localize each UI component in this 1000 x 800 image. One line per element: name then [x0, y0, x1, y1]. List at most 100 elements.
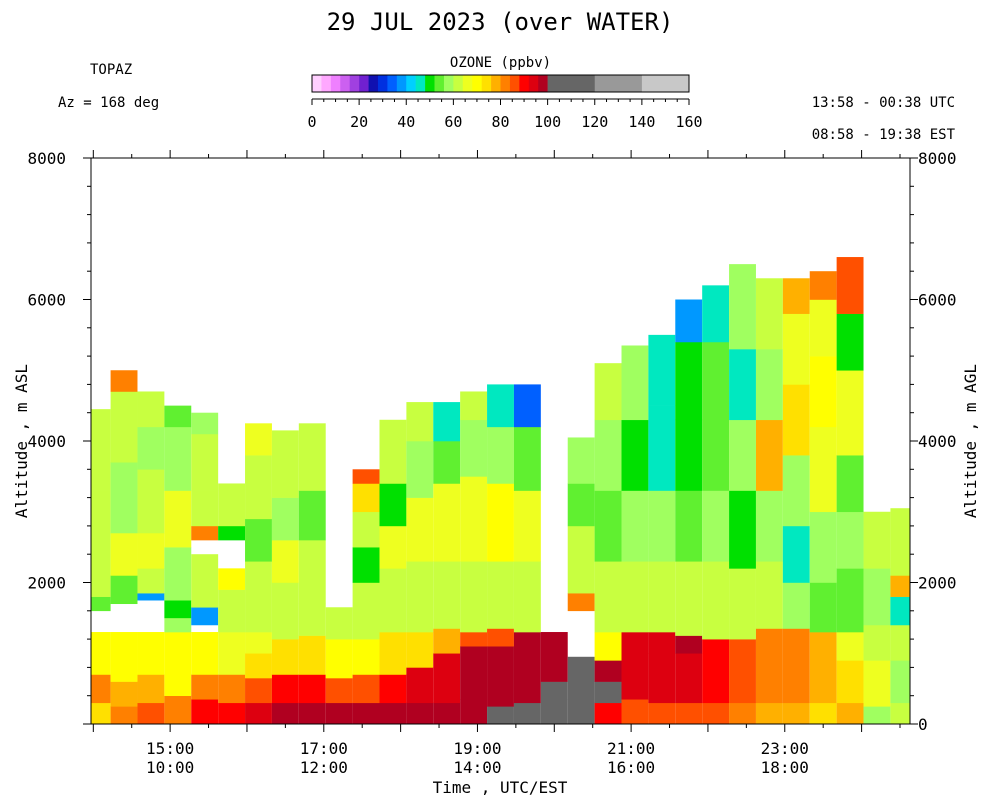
colorbar-bin-27: [641, 75, 690, 92]
colorbar-bin-18: [481, 75, 492, 92]
ozone-cell-27-6: [809, 299, 837, 357]
y-left-axis-title: Altitude , m ASL: [12, 364, 31, 518]
ozone-cell-22-7: [675, 299, 703, 343]
colorbar-bin-4: [349, 75, 360, 92]
ozone-cell-11-4: [379, 525, 407, 569]
x-label-est-14:00: 14:00: [453, 758, 501, 777]
ozone-cell-13-3: [433, 561, 461, 629]
colorbar-bin-20: [500, 75, 511, 92]
ozone-cell-3-3: [164, 600, 192, 619]
instrument-label: TOPAZ: [90, 62, 133, 78]
ozone-cell-15-1: [487, 646, 514, 707]
ozone-cell-27-2: [809, 582, 837, 633]
ozone-cell-1-3: [110, 575, 138, 605]
colorbar-bin-17: [472, 75, 482, 92]
ozone-cell-5-3: [218, 589, 246, 633]
ozone-cell-4-7: [191, 433, 219, 491]
ozone-cell-13-2: [433, 628, 461, 654]
ozone-cell-15-4: [487, 483, 514, 562]
ozone-cell-4-0: [191, 699, 219, 725]
ozone-cell-23-2: [702, 561, 730, 640]
ozone-cell-5-4: [218, 568, 246, 590]
ozone-cell-25-2: [755, 561, 783, 629]
ozone-cell-2-4: [137, 568, 165, 594]
ozone-cell-19-1: [594, 681, 622, 704]
ozone-cell-25-4: [755, 419, 783, 491]
ozone-cell-27-0: [809, 702, 837, 725]
ozone-cell-25-0: [755, 702, 783, 725]
ozone-cell-6-3: [245, 632, 272, 654]
ozone-cell-20-6: [621, 345, 649, 421]
ozone-cell-3-1: [164, 632, 192, 696]
ozone-cell-30-3: [890, 596, 910, 626]
ozone-cell-5-0: [218, 702, 246, 725]
colorbar-label: OZONE (ppbv): [450, 55, 551, 71]
ozone-cell-30-0: [890, 702, 910, 725]
ozone-cell-28-6: [836, 370, 864, 456]
colorbar-bin-23: [528, 75, 539, 92]
ozone-cell-24-4: [729, 419, 756, 491]
ozone-cell-0-0: [91, 702, 111, 725]
ozone-cell-4-5: [191, 525, 219, 541]
ozone-cell-23-6: [702, 285, 730, 343]
colorbar-bin-26: [594, 75, 643, 92]
colorbar-bin-13: [434, 75, 445, 92]
ozone-cell-15-2: [487, 628, 514, 647]
ozone-cell-26-6: [782, 313, 810, 385]
ozone-cell-25-6: [755, 278, 783, 350]
ozone-cell-3-0: [164, 695, 192, 725]
ozone-cell-20-5: [621, 419, 649, 491]
chart-title: 29 JUL 2023 (over WATER): [326, 8, 674, 36]
ozone-cell-23-1: [702, 639, 730, 704]
time-range-est: 08:58 - 19:38 EST: [811, 127, 955, 143]
colorbar-bin-16: [462, 75, 473, 92]
ozone-cell-25-3: [755, 490, 783, 562]
colorbar-tick-label-60: 60: [444, 113, 462, 131]
ozone-cell-26-5: [782, 384, 810, 456]
colorbar-bin-19: [491, 75, 501, 92]
ozone-cell-0-5: [91, 409, 111, 491]
ozone-cell-27-4: [809, 426, 837, 513]
ozone-cell-14-5: [460, 419, 488, 477]
ozone-cell-6-5: [245, 518, 272, 562]
ozone-cell-7-5: [271, 497, 299, 541]
ozone-cell-4-1: [191, 674, 219, 700]
ozone-cell-10-1: [352, 674, 380, 704]
ozone-cell-20-1: [621, 653, 649, 700]
ozone-cell-22-1: [675, 653, 703, 704]
ozone-cell-28-8: [836, 257, 864, 314]
y-left-label-4000: 4000: [27, 432, 66, 451]
colorbar-tick-label-100: 100: [534, 113, 561, 131]
ozone-cell-10-2: [352, 639, 380, 675]
ozone-cell-13-6: [433, 402, 461, 442]
ozone-cell-21-2: [648, 561, 676, 633]
colorbar-tick-label-20: 20: [350, 113, 368, 131]
ozone-cell-22-4: [675, 490, 703, 562]
x-label-utc-19:00: 19:00: [453, 739, 501, 758]
ozone-curtain: [91, 257, 910, 725]
colorbar-bin-6: [368, 75, 379, 92]
ozone-cell-20-2: [621, 632, 649, 654]
colorbar-bin-22: [519, 75, 530, 92]
colorbar-bin-9: [396, 75, 407, 92]
ozone-cell-12-2: [406, 632, 434, 668]
ozone-cell-16-2: [513, 561, 541, 633]
ozone-cell-2-7: [137, 426, 165, 470]
ozone-cell-6-6: [245, 455, 272, 520]
colorbar-bin-25: [547, 75, 596, 92]
colorbar-bin-12: [425, 75, 435, 92]
colorbar-bin-2: [330, 75, 341, 92]
ozone-cell-19-2: [594, 660, 622, 682]
ozone-cell-3-7: [164, 405, 192, 428]
ozone-cell-2-8: [137, 391, 165, 428]
ozone-cell-29-3: [863, 568, 891, 626]
ozone-cell-8-6: [298, 423, 326, 491]
ozone-cell-12-6: [406, 402, 434, 442]
ozone-cell-2-0: [137, 702, 165, 725]
colorbar-bin-1: [321, 75, 332, 92]
ozone-cell-21-0: [648, 702, 676, 725]
ozone-cell-28-0: [836, 702, 864, 725]
colorbar-bin-0: [312, 75, 322, 92]
ozone-cell-10-5: [352, 511, 380, 548]
